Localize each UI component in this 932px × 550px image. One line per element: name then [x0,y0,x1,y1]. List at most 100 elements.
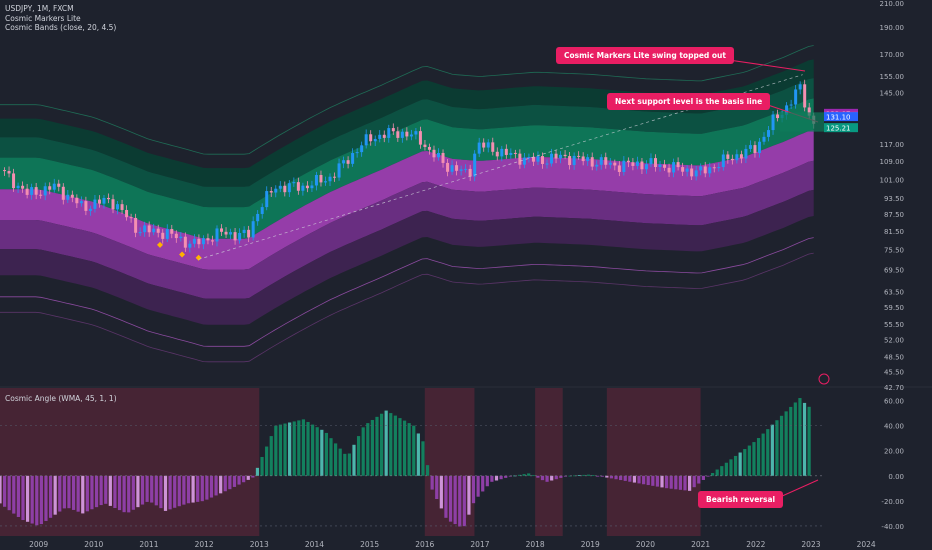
angle-bar [343,453,347,476]
symbol-title[interactable]: USDJPY, 1M, FXCM [5,4,74,13]
angle-bar [384,410,388,476]
candle-body [405,131,409,137]
candle-body [43,186,47,196]
candle-body [355,152,359,154]
candle-body [247,229,251,238]
angle-bar [802,402,807,476]
angle-bar [7,475,11,511]
angle-bar [173,475,177,508]
angle-bar [513,475,517,477]
price-tick: 101.00 [880,176,905,184]
candle-body [170,229,174,234]
candle-body [21,185,25,189]
angle-tick: 40.00 [884,423,904,431]
candle-body [346,160,350,164]
candle-body [785,105,789,115]
candle-body [794,89,798,105]
candle-body [748,145,752,149]
candle-body [156,228,160,233]
indicator-cosmic-angle[interactable]: Cosmic Angle (WMA, 45, 1, 1) [5,394,117,403]
candle-body [333,176,337,178]
angle-bar [715,469,719,476]
angle-bar [228,475,232,490]
angle-bar [154,475,158,506]
candle-body [382,134,386,138]
time-tick: 2017 [470,540,489,549]
candle-body [635,161,639,166]
time-tick: 2019 [581,540,600,549]
angle-bar [402,420,407,476]
angle-bar [683,475,687,491]
band-green-mid [0,78,814,208]
candle-body [102,197,106,204]
angle-bar [642,475,646,485]
angle-bar [71,475,76,510]
candle-body [540,156,544,164]
alert-icon[interactable] [818,373,830,385]
candle-body [220,228,224,232]
angle-bar [508,475,512,477]
price-tick: 109.00 [880,158,905,166]
angle-bar [733,455,738,476]
angle-bar [108,475,112,506]
angle-bar [577,475,581,476]
angle-bar [692,475,696,488]
candle-body [672,162,676,173]
price-tick: 75.50 [884,247,904,255]
angle-bar [614,475,618,480]
time-tick: 2018 [526,540,545,549]
band-green-inner [0,98,814,239]
price-tick: 145.00 [880,89,905,97]
angle-bar [504,475,508,478]
candle-body [287,183,291,193]
callout-swing-top: Cosmic Markers Lite swing topped out [556,47,734,64]
candle-body [550,153,554,164]
candle-body [654,158,658,168]
angle-bar [35,475,39,526]
candle-body [342,160,346,164]
candle-body [423,144,427,147]
price-tick: 117.00 [880,141,905,149]
candle-body [274,188,278,193]
time-axis-bg [0,536,932,550]
candle-body [152,228,156,233]
indicator-cosmic-markers[interactable]: Cosmic Markers Lite [5,14,81,23]
angle-bar [435,475,439,499]
angle-bar [177,475,181,507]
candle-body [147,225,151,233]
angle-bar [632,475,637,483]
candle-body [391,128,395,132]
angle-bar [779,415,784,476]
angle-bar [361,427,365,476]
candle-body [215,228,219,242]
candle-body [685,168,689,172]
candle-body [97,199,101,204]
candle-body [30,187,34,195]
angle-bar [94,475,99,508]
candle-body [323,181,327,183]
angle-bar [205,475,209,500]
angle-bar [531,475,535,477]
price-tick: 210.00 [880,0,905,8]
indicator-cosmic-bands[interactable]: Cosmic Bands (close, 20, 4.5) [5,23,117,32]
price-tick: 45.50 [884,369,904,377]
angle-bar [163,475,168,511]
candle-body [310,185,314,189]
angle-bar [76,475,80,512]
angle-bar [99,475,103,506]
angle-bar [646,475,650,486]
candle-body [441,152,445,163]
angle-bar [766,429,770,476]
angle-bar [600,475,604,477]
angle-bar [573,475,577,477]
candle-body [34,187,38,195]
angle-bar [301,419,306,476]
candle-body [165,229,169,239]
angle-bar [232,475,237,487]
time-tick: 2010 [84,540,103,549]
angle-bar [591,475,595,476]
candle-body [283,185,287,193]
candle-body [807,107,811,116]
candle-body [427,146,431,150]
